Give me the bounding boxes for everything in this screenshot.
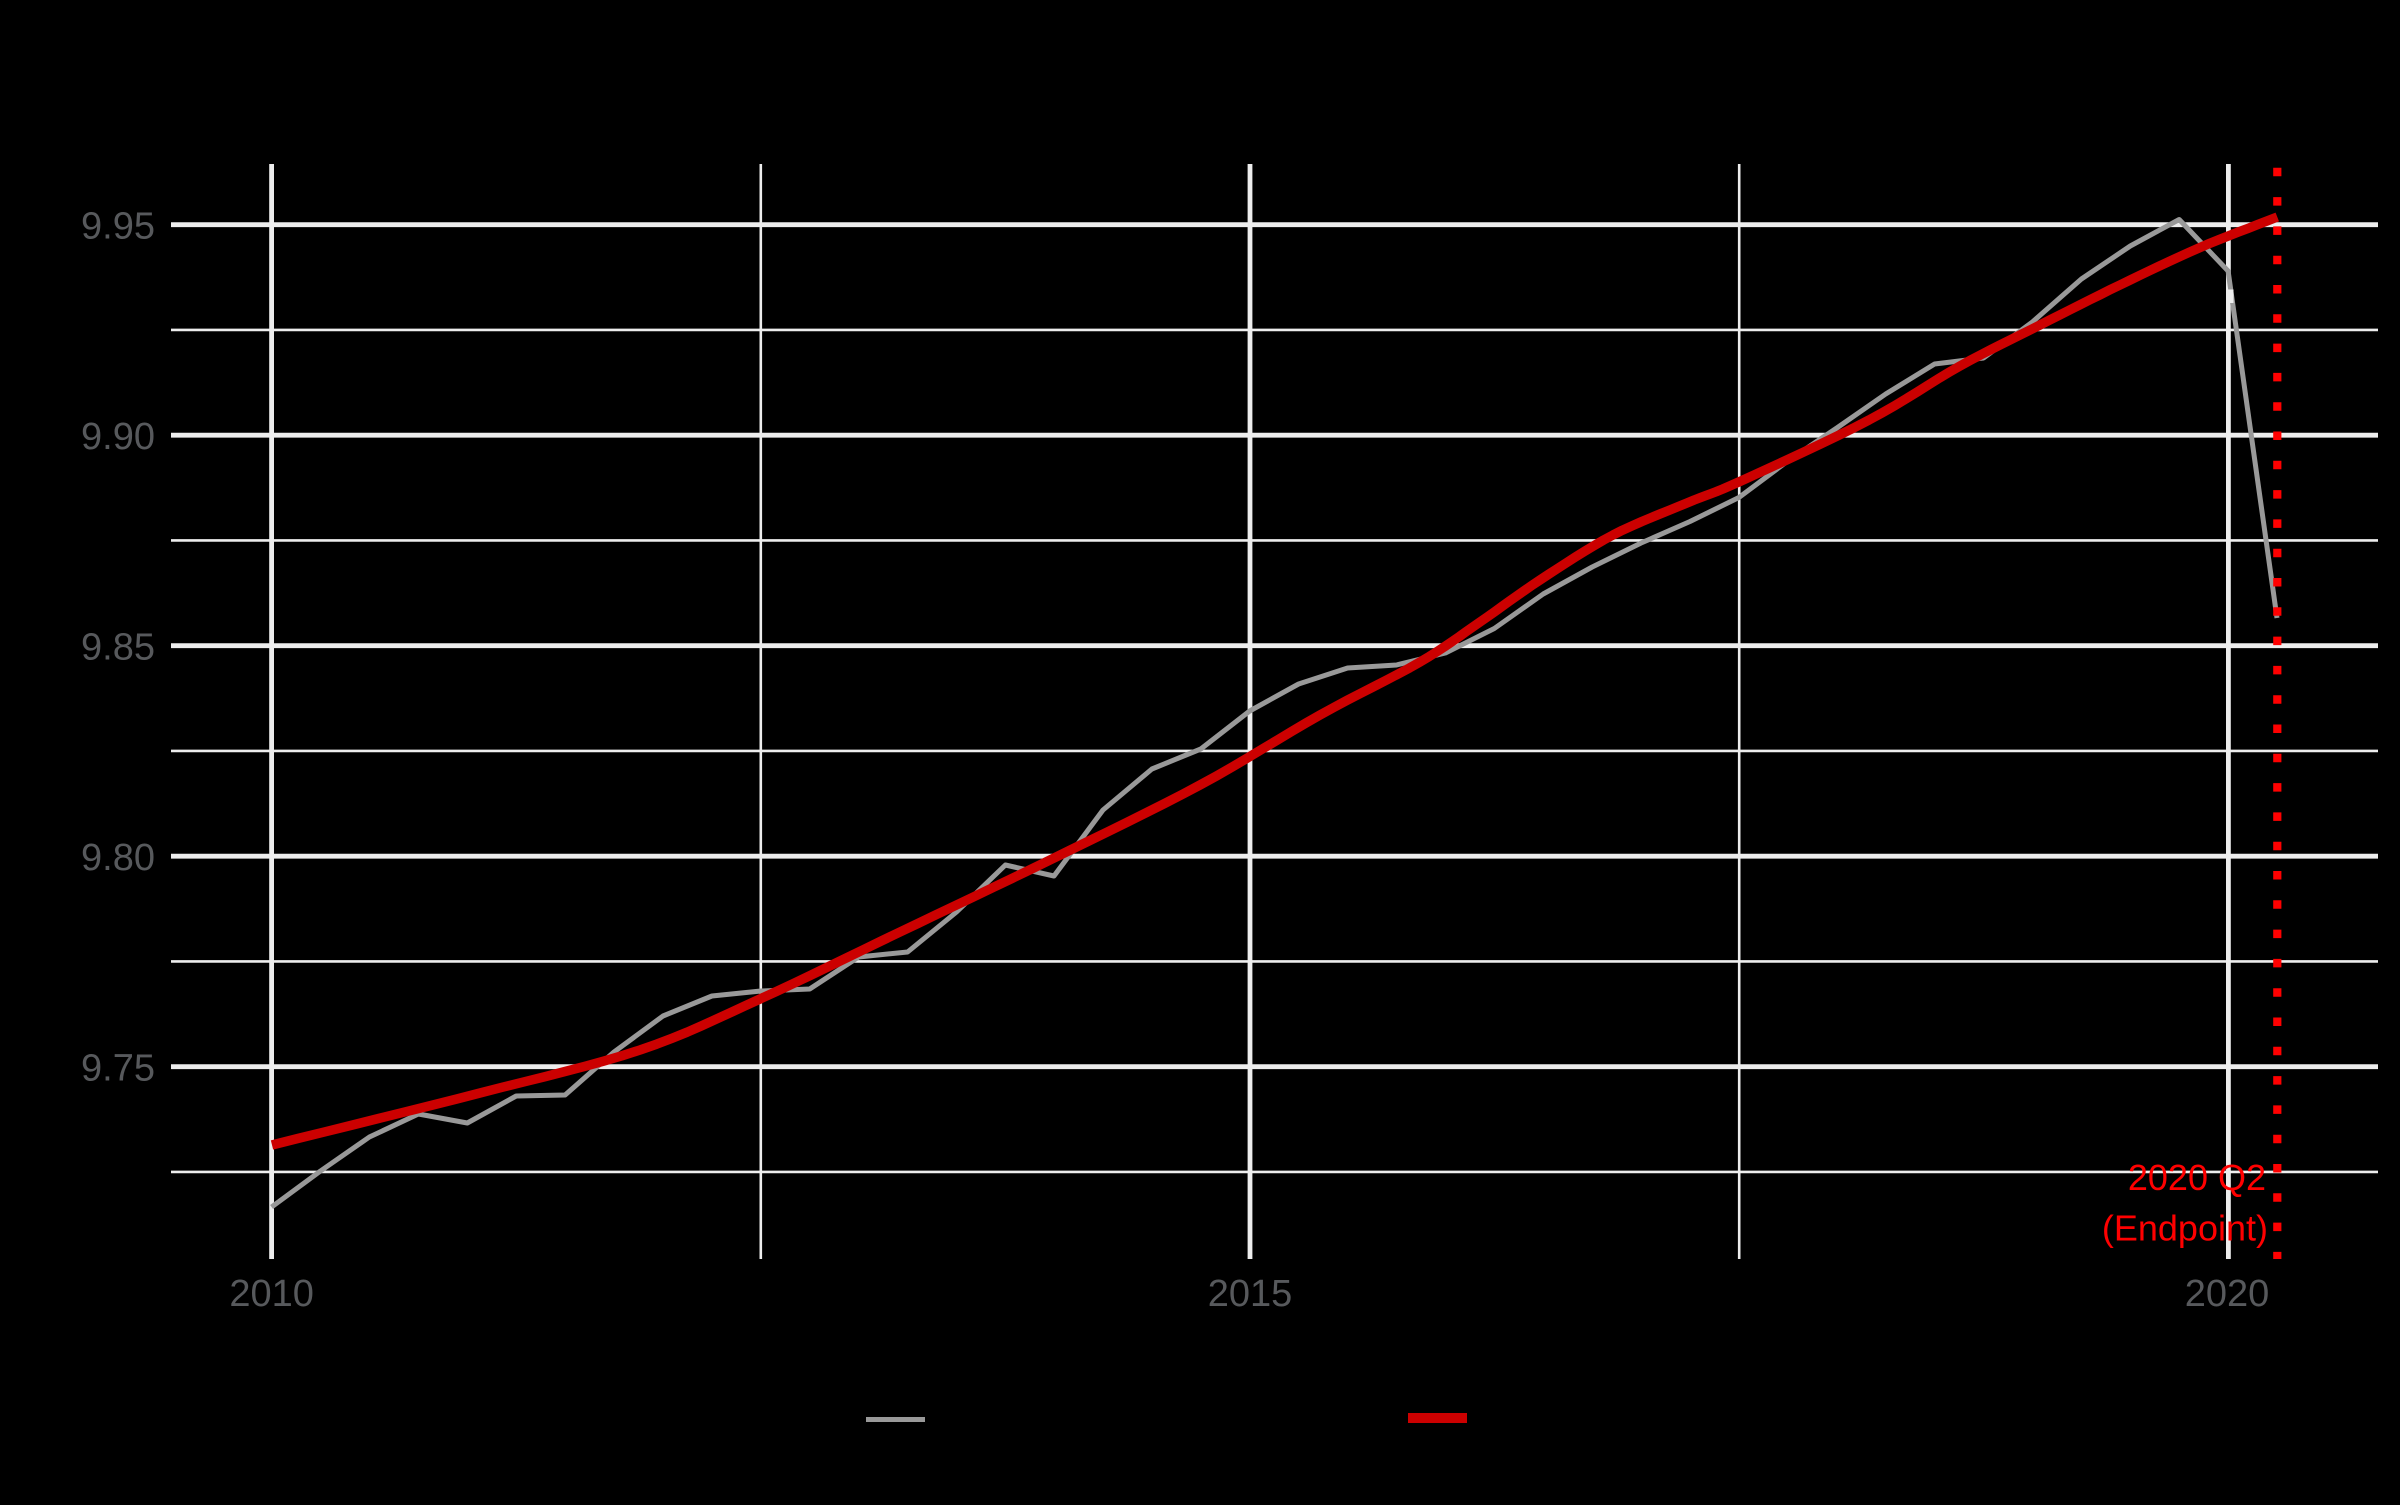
svg-text:2010: 2010 bbox=[229, 1273, 314, 1315]
svg-text:9.75: 9.75 bbox=[81, 1047, 155, 1089]
svg-text:2015: 2015 bbox=[1208, 1273, 1293, 1315]
svg-text:(Endpoint): (Endpoint) bbox=[2102, 1208, 2268, 1249]
svg-text:2020: 2020 bbox=[2185, 1273, 2270, 1315]
svg-text:2020 Q2: 2020 Q2 bbox=[2128, 1157, 2266, 1198]
svg-text:9.85: 9.85 bbox=[81, 626, 155, 668]
svg-text:9.90: 9.90 bbox=[81, 416, 155, 458]
svg-text:9.95: 9.95 bbox=[81, 205, 155, 247]
svg-text:9.80: 9.80 bbox=[81, 837, 155, 879]
